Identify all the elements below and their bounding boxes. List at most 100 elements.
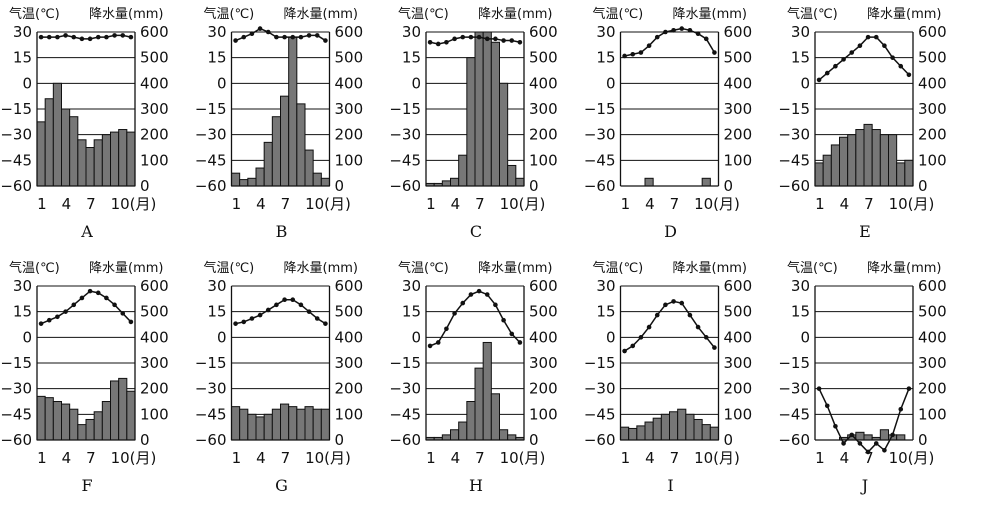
chart-panel-D: 气温(℃) 降水量(mm) 30 15 0 −15 −30 −45 −60 600 500 400 30…	[584, 6, 752, 241]
temp-line	[624, 300, 716, 352]
precip-tick-label: 500	[724, 303, 753, 321]
temp-point	[849, 432, 855, 438]
temp-point	[112, 302, 117, 308]
temp-point	[128, 319, 134, 325]
temp-point	[63, 33, 68, 38]
temp-tick-label: −45	[0, 405, 32, 423]
precip-bar	[126, 390, 136, 441]
temp-point	[444, 326, 449, 332]
temp-tick-label: −15	[778, 100, 810, 118]
precip-bar	[61, 403, 71, 441]
precip-bar	[620, 426, 630, 441]
temp-tick-label: −45	[389, 151, 421, 169]
precip-bar	[855, 431, 865, 441]
precip-tick-label: 500	[335, 49, 364, 67]
temp-point	[298, 34, 304, 40]
temp-line	[235, 27, 326, 42]
precip-tick-label: 400	[724, 328, 753, 346]
temp-point	[476, 34, 482, 40]
precip-tick-label: 600	[918, 277, 947, 295]
precip-tick-label: 300	[918, 100, 947, 118]
precip-bar	[863, 434, 873, 441]
temp-point	[79, 36, 85, 42]
month-tick-label: 4	[840, 449, 850, 467]
temp-point	[71, 34, 77, 40]
precip-tick-label: 400	[918, 328, 947, 346]
precip-axis-label: 降水量(mm)	[284, 261, 358, 276]
temp-point	[427, 39, 433, 45]
temp-tick-label: 15	[13, 49, 32, 67]
temp-tick-label: −60	[195, 431, 227, 449]
temp-point	[663, 302, 668, 308]
panel-label: F	[81, 476, 92, 495]
month-tick-label: 1	[621, 449, 631, 467]
month-tick-label: 4	[256, 195, 266, 213]
chart-panel-J: 气温(℃) 降水量(mm) 30 15 0 −15 −30 −45 −60 600 500 400 30…	[778, 260, 946, 495]
precip-bar	[458, 421, 468, 441]
temp-tick-label: −30	[195, 380, 227, 398]
temp-tick-label: 15	[207, 49, 226, 67]
precip-tick-label: 400	[529, 328, 558, 346]
temp-tick-label: 30	[207, 277, 226, 295]
temp-tick-label: 0	[411, 328, 421, 346]
temp-point	[703, 36, 709, 42]
precip-tick-label: 200	[140, 126, 169, 144]
temp-point	[824, 70, 830, 76]
temp-line	[624, 27, 716, 57]
precip-bar	[830, 144, 840, 187]
temp-point	[816, 77, 822, 83]
precip-tick-label: 100	[529, 405, 558, 423]
precip-bar	[871, 129, 881, 187]
temp-tick-label: −15	[0, 354, 32, 372]
temp-point	[435, 340, 441, 345]
temp-point	[314, 33, 320, 38]
precip-bar	[93, 139, 103, 187]
temp-point	[87, 288, 93, 294]
temp-tick-label: 15	[402, 49, 421, 67]
precip-bar	[312, 408, 322, 441]
temp-point	[865, 34, 871, 40]
temp-point	[87, 36, 93, 42]
temp-point	[452, 36, 457, 42]
temp-point	[95, 290, 101, 296]
temp-point	[112, 33, 117, 38]
temp-point	[306, 309, 312, 314]
precip-bar	[52, 82, 62, 187]
temp-point	[38, 321, 44, 326]
precip-bar	[255, 416, 265, 441]
precip-bar	[118, 129, 128, 187]
precip-bar	[231, 406, 241, 441]
precip-bar	[239, 179, 249, 187]
temp-point	[128, 34, 134, 40]
precip-tick-label: 300	[724, 354, 753, 372]
month-tick-label: 7	[475, 195, 485, 213]
precip-bar	[69, 408, 79, 441]
precip-tick-label: 500	[529, 49, 558, 67]
temp-point	[435, 41, 441, 47]
precip-bar	[126, 131, 136, 187]
precip-axis-label: 降水量(mm)	[478, 261, 552, 276]
precip-tick-label: 400	[918, 74, 947, 92]
temp-tick-label: −15	[389, 100, 421, 118]
temp-point	[444, 39, 449, 45]
precip-bar	[482, 341, 492, 441]
temp-point	[638, 50, 644, 55]
precip-bar	[490, 393, 501, 441]
precip-bar	[36, 395, 46, 441]
temp-point	[638, 335, 644, 340]
chart-panel-I: 气温(℃) 降水量(mm) 30 15 0 −15 −30 −45 −60 600 500 400 30…	[584, 260, 752, 495]
panel-label: A	[80, 222, 93, 241]
precip-tick-label: 300	[140, 100, 169, 118]
month-tick-label: 4	[62, 449, 72, 467]
temp-tick-label: 0	[606, 328, 616, 346]
temp-tick-label: −30	[584, 126, 616, 144]
precip-bar	[36, 121, 46, 187]
precip-bar	[304, 406, 314, 441]
temp-point	[824, 403, 830, 409]
temp-point	[468, 292, 474, 297]
temp-point	[517, 340, 523, 345]
precip-tick-label: 400	[529, 74, 558, 92]
temp-point	[906, 386, 912, 391]
precip-tick-label: 200	[529, 126, 558, 144]
temp-tick-label: −30	[0, 380, 32, 398]
